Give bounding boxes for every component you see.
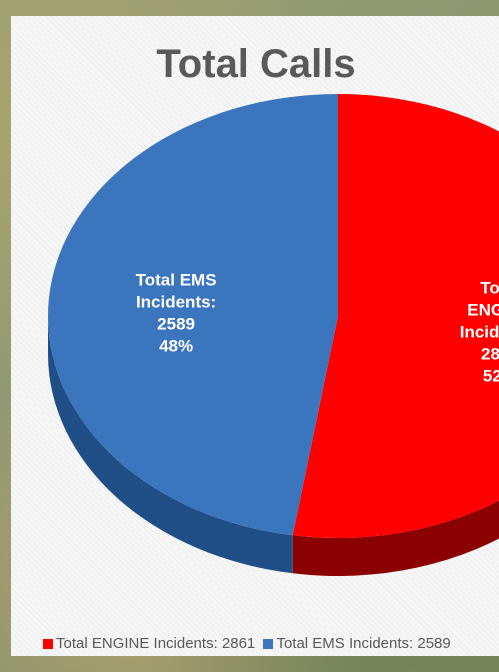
- pie-side-engine: [292, 500, 499, 576]
- data-label-ems: Total EMS Incidents: 2589 48%: [136, 270, 217, 355]
- chart-title: Total Calls: [156, 42, 356, 86]
- legend-label-ems: Total EMS Incidents: 2589: [276, 635, 451, 652]
- legend-item-engine: Total ENGINE Incidents: 2861: [43, 635, 255, 652]
- legend-swatch-engine: [43, 638, 53, 649]
- pie-side-ems: [48, 316, 293, 574]
- legend: Total ENGINE Incidents: 2861 Total EMS I…: [43, 635, 455, 653]
- legend-item-ems: Total EMS Incidents: 2589: [263, 635, 451, 652]
- pie-slice-ems: [48, 94, 339, 536]
- legend-label-engine: Total ENGINE Incidents: 2861: [56, 635, 256, 652]
- pie-sides: [48, 316, 499, 576]
- pie-slice-engine: [292, 94, 499, 538]
- legend-swatch-ems: [263, 638, 274, 649]
- pie-tops: [48, 94, 499, 538]
- chart-card: Total Calls TotalENGINEIncidents:286152%…: [11, 16, 499, 656]
